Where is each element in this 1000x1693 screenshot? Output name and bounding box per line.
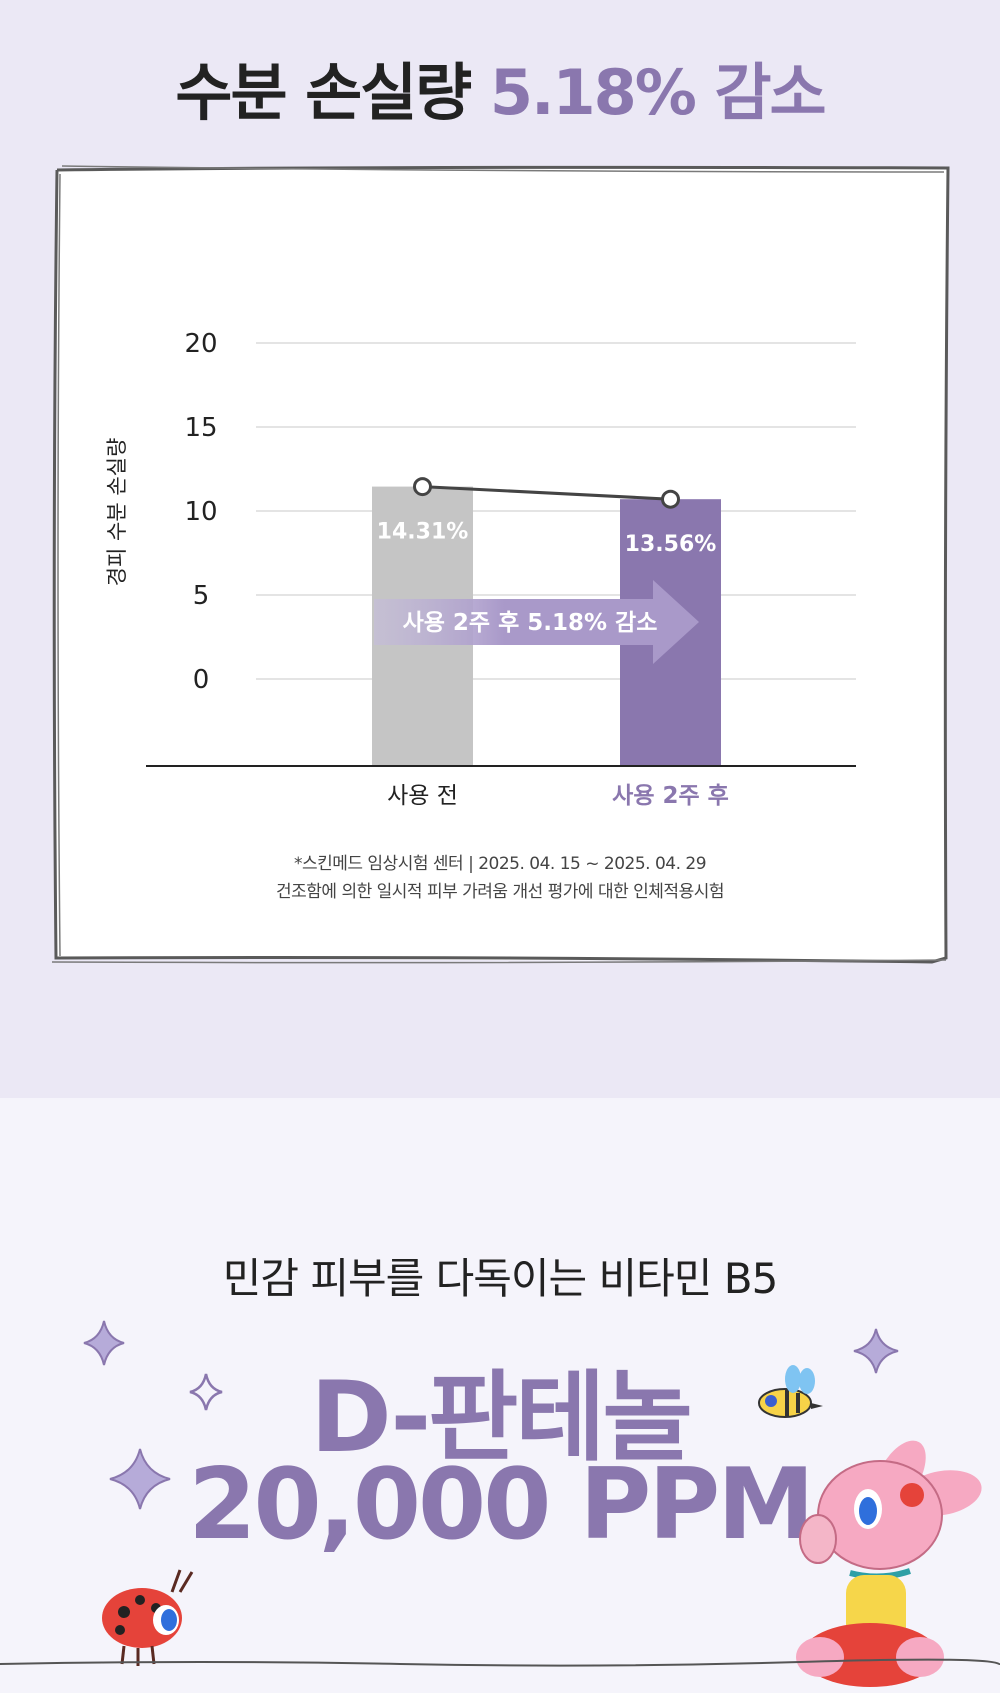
trend-point <box>661 489 680 509</box>
y-tick-label: 5 <box>193 581 210 611</box>
x-tick-label: 사용 2주 후 <box>612 783 729 809</box>
sparkle-icon <box>189 1373 223 1411</box>
pig-character-icon <box>796 1440 982 1687</box>
bar-chart: 20 15 10 5 0 사용 2주 후 5.18% 감소 14.31% 13.56% 사… <box>105 329 856 809</box>
headline: 수분 손실량 5.18% 감소 <box>0 42 1000 132</box>
y-axis-label: 경피 수분 손실량 <box>105 438 129 587</box>
trend-segment <box>422 485 671 501</box>
headline-accent: 5.18% 감소 <box>489 56 827 129</box>
x-tick-labels: 사용 전 사용 2주 후 <box>387 783 729 809</box>
promo-title-line1: D-판테놀 <box>310 1361 692 1475</box>
value-label: 13.56% <box>625 532 717 557</box>
bee-icon <box>758 1365 823 1418</box>
arrow-label: 사용 2주 후 5.18% 감소 <box>403 610 658 636</box>
grid-lines <box>256 342 856 680</box>
bottom-section <box>0 1098 1000 1693</box>
promo-title-line2: 20,000 PPM <box>188 1448 814 1562</box>
y-tick-label: 10 <box>184 497 217 527</box>
footnote-line1: *스킨메드 임상시험 센터 | 2025. 04. 15 ~ 2025. 04.… <box>293 854 707 874</box>
promo-subtitle: 민감 피부를 다독이는 비타민 B5 <box>222 1254 779 1303</box>
y-tick-label: 15 <box>184 413 217 443</box>
y-tick-labels: 20 15 10 5 0 <box>184 329 217 695</box>
x-tick-label: 사용 전 <box>387 783 458 809</box>
footnote-line2: 건조함에 의한 일시적 피부 가려움 개선 평가에 대한 인체적용시험 <box>275 882 725 902</box>
chart-card <box>70 183 930 947</box>
y-tick-label: 20 <box>184 329 217 359</box>
sparkle-icon <box>109 1448 171 1510</box>
ladybug-icon <box>102 1569 194 1666</box>
y-tick-label: 0 <box>193 665 210 695</box>
ground-line <box>0 1658 1000 1667</box>
trend-line <box>413 477 680 509</box>
value-label: 14.31% <box>377 520 469 545</box>
trend-point <box>413 477 432 497</box>
sparkle-icon <box>853 1328 899 1374</box>
headline-prefix: 수분 손실량 <box>175 56 472 129</box>
sparkle-icon <box>83 1320 125 1366</box>
value-labels: 14.31% 13.56% <box>377 520 717 558</box>
decrease-arrow <box>374 580 699 664</box>
